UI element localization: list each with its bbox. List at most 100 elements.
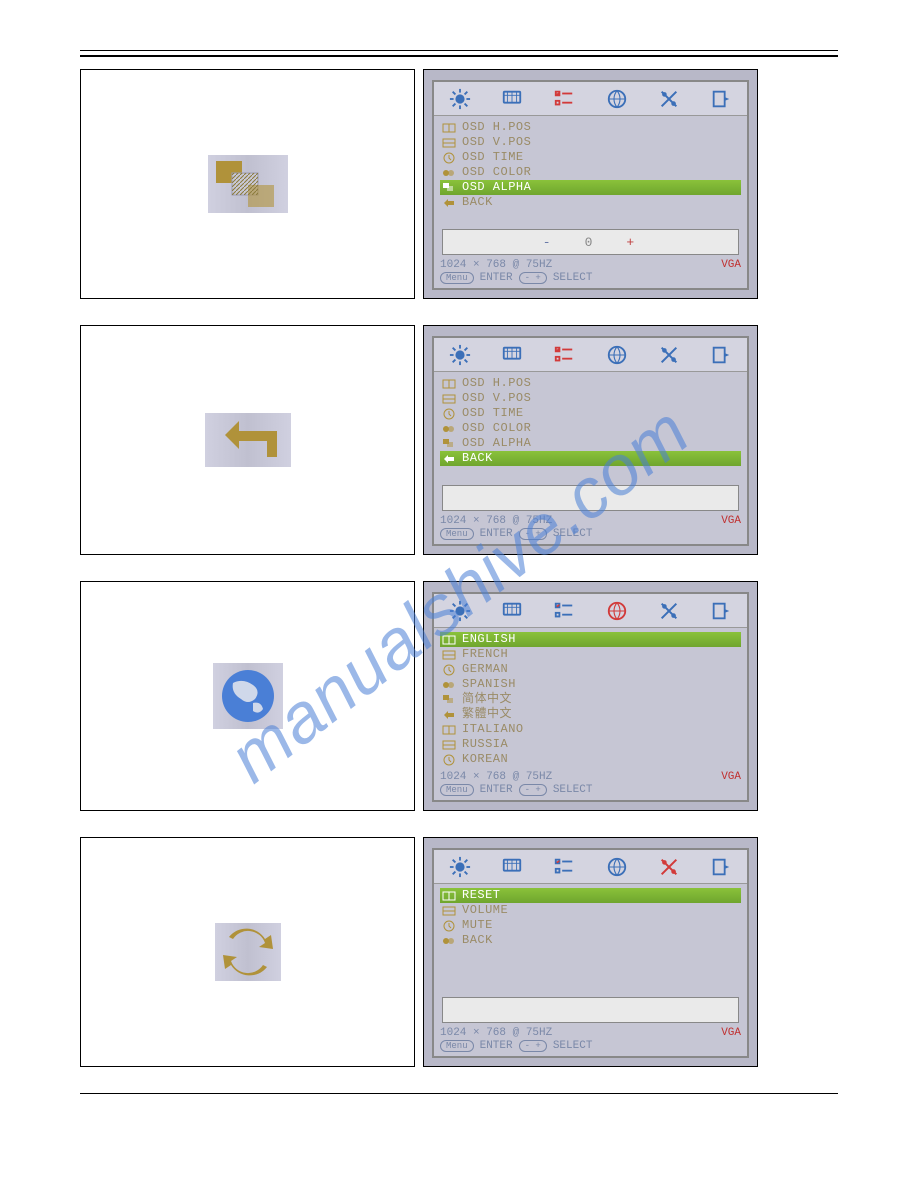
value-plus[interactable]: +	[626, 235, 638, 250]
menu-item[interactable]: OSD COLOR	[440, 421, 741, 436]
osd-tab-2[interactable]	[551, 342, 577, 368]
menu-item[interactable]: 繁體中文	[440, 707, 741, 722]
osd-tab-4[interactable]	[656, 598, 682, 624]
menu-item[interactable]: OSD TIME	[440, 406, 741, 421]
menu-item-icon	[442, 664, 456, 676]
osd-cell: OSD H.POSOSD V.POSOSD TIMEOSD COLOROSD A…	[423, 69, 758, 299]
menu-item[interactable]: OSD V.POS	[440, 391, 741, 406]
status-enter: ENTER	[480, 1040, 513, 1052]
menu-item[interactable]: GERMAN	[440, 662, 741, 677]
menu-item-label: ENGLISH	[462, 632, 516, 647]
menu-item[interactable]: OSD V.POS	[440, 135, 741, 150]
menu-item-label: OSD V.POS	[462, 135, 531, 150]
menu-item-icon	[442, 694, 456, 706]
menu-item-label: BACK	[462, 195, 493, 210]
osd-statusbar: 1024 × 768 @ 75HZVGAMenuENTER- +SELECT	[434, 1025, 747, 1056]
osd-panel-2: OSD H.POSOSD V.POSOSD TIMEOSD COLOROSD A…	[432, 336, 749, 546]
value-center: 0	[585, 235, 597, 250]
osd-tab-0[interactable]	[447, 86, 473, 112]
menu-item[interactable]: KOREAN	[440, 752, 741, 767]
menu-item-icon	[442, 167, 456, 179]
osd-tab-3[interactable]	[604, 86, 630, 112]
menu-item[interactable]: OSD COLOR	[440, 165, 741, 180]
menu-item-icon	[442, 754, 456, 766]
osd-tab-4[interactable]	[656, 86, 682, 112]
osd-tab-5[interactable]	[708, 598, 734, 624]
osd-tab-0[interactable]	[447, 854, 473, 880]
menu-item[interactable]: RESET	[440, 888, 741, 903]
menu-item-label: OSD TIME	[462, 406, 524, 421]
osd-tab-4[interactable]	[656, 854, 682, 880]
menu-item[interactable]: SPANISH	[440, 677, 741, 692]
menu-item-icon	[442, 905, 456, 917]
menu-item[interactable]: BACK	[440, 451, 741, 466]
menu-item-icon	[442, 182, 456, 194]
menu-item-label: KOREAN	[462, 752, 508, 767]
status-select: SELECT	[553, 528, 593, 540]
osd-tabbar	[434, 338, 747, 372]
row-osd-alpha: OSD H.POSOSD V.POSOSD TIMEOSD COLOROSD A…	[80, 69, 838, 299]
menu-item-icon	[442, 679, 456, 691]
menu-item-label: OSD H.POS	[462, 376, 531, 391]
osd-tab-3[interactable]	[604, 342, 630, 368]
menu-item[interactable]: BACK	[440, 933, 741, 948]
menu-pill: Menu	[440, 528, 474, 540]
menu-item-icon	[442, 378, 456, 390]
osd-tab-1[interactable]	[499, 854, 525, 880]
osd-statusbar: 1024 × 768 @ 75HZVGAMenuENTER- +SELECT	[434, 257, 747, 288]
menu-item[interactable]: OSD H.POS	[440, 376, 741, 391]
status-enter: ENTER	[480, 272, 513, 284]
menu-item[interactable]: FRENCH	[440, 647, 741, 662]
value-minus[interactable]: -	[543, 235, 555, 250]
select-pill: - +	[519, 528, 547, 540]
osd-tab-5[interactable]	[708, 854, 734, 880]
back-arrow-icon	[205, 413, 291, 467]
menu-item-label: OSD TIME	[462, 150, 524, 165]
osd-tab-4[interactable]	[656, 342, 682, 368]
osd-tab-5[interactable]	[708, 86, 734, 112]
osd-tab-1[interactable]	[499, 86, 525, 112]
osd-tab-3[interactable]	[604, 598, 630, 624]
menu-item[interactable]: OSD ALPHA	[440, 180, 741, 195]
thumbnail-cell	[80, 837, 415, 1067]
menu-item-label: ITALIANO	[462, 722, 524, 737]
status-resolution: 1024 × 768 @ 75HZ	[440, 259, 552, 271]
menu-item[interactable]: OSD TIME	[440, 150, 741, 165]
menu-item-icon	[442, 890, 456, 902]
menu-item-label: GERMAN	[462, 662, 508, 677]
osd-cell: OSD H.POSOSD V.POSOSD TIMEOSD COLOROSD A…	[423, 325, 758, 555]
value-box	[442, 997, 739, 1023]
back-thumbnail	[205, 413, 291, 467]
osd-tab-2[interactable]	[551, 86, 577, 112]
osd-tab-1[interactable]	[499, 342, 525, 368]
status-select: SELECT	[553, 784, 593, 796]
thumbnail-cell	[80, 325, 415, 555]
menu-item[interactable]: OSD H.POS	[440, 120, 741, 135]
osd-menu: OSD H.POSOSD V.POSOSD TIMEOSD COLOROSD A…	[434, 372, 747, 481]
menu-item[interactable]: BACK	[440, 195, 741, 210]
osd-tab-0[interactable]	[447, 598, 473, 624]
osd-tab-3[interactable]	[604, 854, 630, 880]
menu-item-label: OSD V.POS	[462, 391, 531, 406]
osd-tab-5[interactable]	[708, 342, 734, 368]
osd-tab-2[interactable]	[551, 598, 577, 624]
menu-item-icon	[442, 122, 456, 134]
menu-item-icon	[442, 453, 456, 465]
menu-item-label: OSD COLOR	[462, 421, 531, 436]
menu-item[interactable]: ENGLISH	[440, 632, 741, 647]
menu-item-icon	[442, 935, 456, 947]
menu-item[interactable]: RUSSIA	[440, 737, 741, 752]
thumbnail-cell	[80, 69, 415, 299]
osd-tab-1[interactable]	[499, 598, 525, 624]
osd-tab-0[interactable]	[447, 342, 473, 368]
menu-item[interactable]: MUTE	[440, 918, 741, 933]
menu-item[interactable]: VOLUME	[440, 903, 741, 918]
osd-tab-2[interactable]	[551, 854, 577, 880]
menu-item-icon	[442, 408, 456, 420]
menu-item-label: OSD ALPHA	[462, 180, 531, 195]
menu-item[interactable]: ITALIANO	[440, 722, 741, 737]
menu-item[interactable]: OSD ALPHA	[440, 436, 741, 451]
menu-item-label: OSD COLOR	[462, 165, 531, 180]
menu-item[interactable]: 简体中文	[440, 692, 741, 707]
osd-tabbar	[434, 594, 747, 628]
